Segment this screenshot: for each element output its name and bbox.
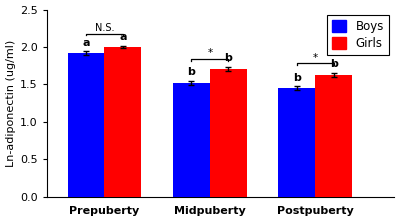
Text: b: b xyxy=(188,67,196,77)
Text: N.S.: N.S. xyxy=(95,23,114,33)
Y-axis label: Ln-adiponectin (ug/ml): Ln-adiponectin (ug/ml) xyxy=(6,40,16,167)
Text: *: * xyxy=(207,48,212,58)
Text: *: * xyxy=(313,53,318,63)
Text: b: b xyxy=(224,54,232,63)
Bar xyxy=(173,83,210,197)
Bar xyxy=(278,88,315,197)
Text: a: a xyxy=(82,38,90,48)
Bar xyxy=(68,53,104,197)
Text: b: b xyxy=(293,73,301,83)
Bar xyxy=(210,69,247,197)
Legend: Boys, Girls: Boys, Girls xyxy=(327,16,388,55)
Text: b: b xyxy=(330,59,338,69)
Bar xyxy=(104,47,141,197)
Text: a: a xyxy=(119,32,127,42)
Bar xyxy=(315,75,352,197)
